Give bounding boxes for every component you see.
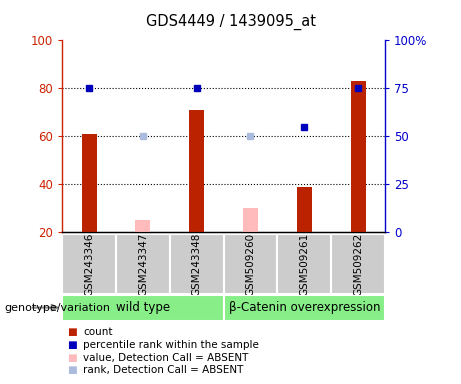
Text: rank, Detection Call = ABSENT: rank, Detection Call = ABSENT: [83, 365, 243, 375]
Text: ■: ■: [67, 327, 77, 337]
Bar: [224, 234, 278, 294]
Bar: [170, 234, 224, 294]
Bar: [136, 220, 150, 232]
Text: count: count: [83, 327, 112, 337]
Bar: [243, 208, 258, 232]
Bar: [62, 295, 224, 321]
Text: wild type: wild type: [116, 301, 170, 314]
Bar: [278, 234, 331, 294]
Text: GDS4449 / 1439095_at: GDS4449 / 1439095_at: [146, 13, 315, 30]
Text: β-Catenin overexpression: β-Catenin overexpression: [229, 301, 380, 314]
Text: percentile rank within the sample: percentile rank within the sample: [83, 340, 259, 350]
Text: GSM243347: GSM243347: [138, 232, 148, 296]
Bar: [82, 134, 97, 232]
Bar: [62, 234, 116, 294]
Bar: [350, 81, 366, 232]
Text: GSM243348: GSM243348: [192, 232, 202, 296]
Bar: [116, 234, 170, 294]
Bar: [224, 295, 385, 321]
Text: GSM509260: GSM509260: [245, 232, 255, 296]
Bar: [189, 110, 204, 232]
Text: GSM509262: GSM509262: [353, 232, 363, 296]
Text: value, Detection Call = ABSENT: value, Detection Call = ABSENT: [83, 353, 248, 362]
Bar: [297, 187, 312, 232]
Text: ■: ■: [67, 353, 77, 362]
Text: ■: ■: [67, 365, 77, 375]
Text: genotype/variation: genotype/variation: [5, 303, 111, 313]
Text: GSM509261: GSM509261: [299, 232, 309, 296]
Bar: [331, 234, 385, 294]
Text: GSM243346: GSM243346: [84, 232, 94, 296]
Text: ■: ■: [67, 340, 77, 350]
